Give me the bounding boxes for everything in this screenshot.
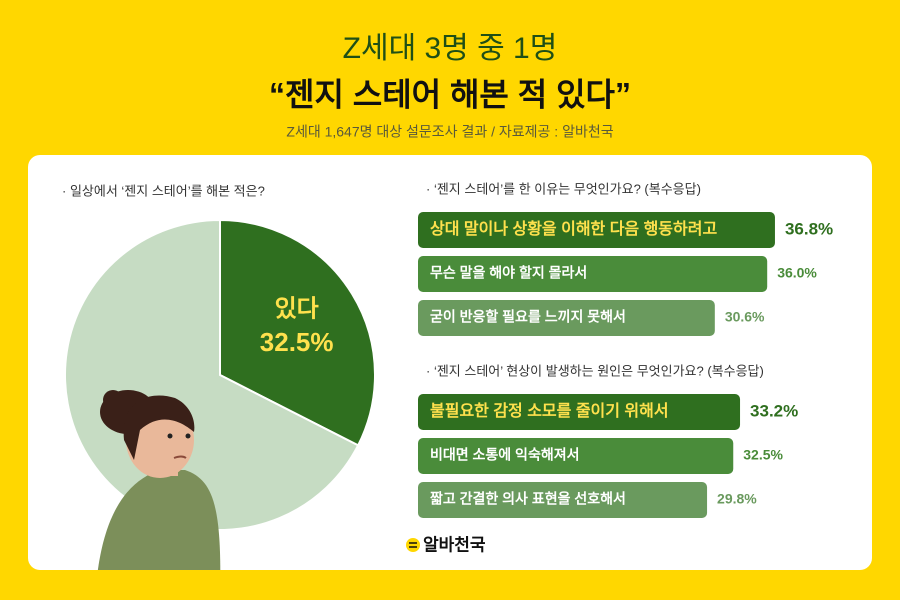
value-label: 32.5% [743, 447, 783, 463]
value-label: 30.6% [725, 309, 765, 325]
bar-label: 불필요한 감정 소모를 줄이기 위해서 [430, 401, 669, 420]
value-label: 36.8% [785, 219, 833, 238]
bar-label: 짧고 간결한 의사 표현을 선호해서 [430, 491, 626, 507]
pie-slice [219, 218, 376, 447]
value-label: 33.2% [750, 401, 798, 420]
bar [418, 482, 708, 518]
bar-label: 굳이 반응할 필요를 느끼지 못해서 [430, 309, 626, 325]
subtitle: Z세대 1,647명 대상 설문조사 결과 / 자료제공 : 알바천국 [286, 124, 613, 140]
bar [418, 212, 775, 248]
bar [418, 300, 715, 336]
chart-title: · ‘젠지 스테어’를 한 이유는 무엇인가요? (복수응답) [426, 181, 701, 196]
illustration [95, 390, 221, 570]
headline: “젠지 스테어 해본 적 있다” [269, 76, 631, 112]
title: Z세대 3명 중 1명 [343, 32, 558, 65]
slice-label: 있다 [275, 295, 319, 322]
value-label: 29.8% [717, 491, 757, 507]
bar-label: 무슨 말을 해야 할지 몰라서 [430, 265, 587, 281]
chart-title: · 일상에서 ‘젠지 스테어’를 해본 적은? [62, 183, 265, 198]
bar [418, 256, 768, 292]
value-label: 36.0% [777, 265, 817, 281]
slice-value: 32.5% [260, 327, 334, 357]
bar [418, 394, 741, 430]
brand-icon [406, 538, 420, 552]
bar [418, 438, 734, 474]
bar-label: 상대 말이나 상황을 이해한 다음 행동하려고 [430, 219, 717, 238]
chart-title: · ‘젠지 스테어’ 현상이 발생하는 원인은 무엇인가요? (복수응답) [426, 363, 764, 378]
brand: 알바천국 [423, 535, 486, 554]
bar-label: 비대면 소통에 익숙해져서 [430, 447, 579, 463]
